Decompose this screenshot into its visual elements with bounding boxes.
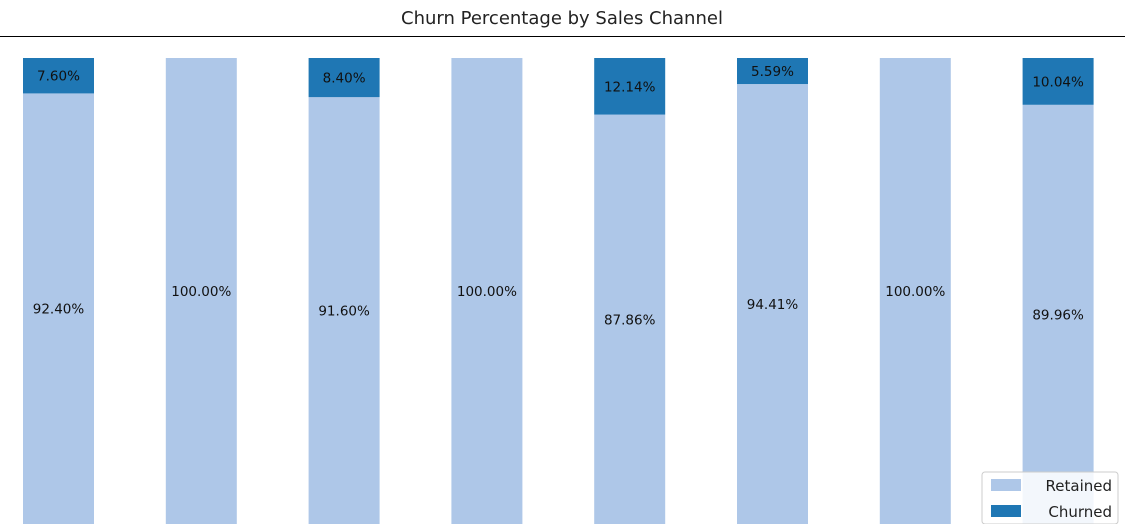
bar-label-retained-6: 100.00% <box>885 284 945 300</box>
bar-retained-6 <box>879 58 951 524</box>
bar-churned-4 <box>594 58 666 115</box>
bar-label-retained-0: 92.40% <box>33 302 85 318</box>
bar-label-churned-5: 5.59% <box>751 64 794 80</box>
bar-label-retained-4: 87.86% <box>604 312 656 328</box>
legend-swatch-churned <box>991 505 1021 517</box>
bar-retained-7 <box>1022 104 1094 524</box>
legend-swatch-retained <box>991 479 1021 491</box>
legend: Retained Churned <box>981 471 1119 524</box>
bar-churned-0 <box>23 58 94 94</box>
bar-label-retained-1: 100.00% <box>171 284 231 300</box>
bar-label-retained-3: 100.00% <box>457 284 517 300</box>
bar-retained-2 <box>308 97 380 524</box>
bar-label-churned-2: 8.40% <box>323 71 366 87</box>
bar-label-retained-2: 91.60% <box>318 304 370 320</box>
bar-label-retained-5: 94.41% <box>747 297 799 313</box>
legend-label-churned: Churned <box>1048 503 1112 521</box>
bar-label-churned-0: 7.60% <box>37 69 80 85</box>
bar-label-churned-7: 10.04% <box>1032 74 1084 90</box>
bar-churned-7 <box>1022 58 1094 105</box>
bar-labels-group: 92.40% 7.60% 100.00% 91.60% 8.40% 100.00% 87.8… <box>33 64 1084 328</box>
bar-retained-4 <box>594 114 666 524</box>
bars-group <box>23 58 1094 524</box>
bar-churned-2 <box>308 58 380 98</box>
bar-label-retained-7: 89.96% <box>1032 307 1084 323</box>
bar-retained-5 <box>737 84 808 524</box>
bar-churned-5 <box>737 58 808 85</box>
bar-retained-3 <box>451 58 523 524</box>
legend-label-retained: Retained <box>1046 477 1112 495</box>
chart-title: Churn Percentage by Sales Channel <box>401 8 723 29</box>
bar-retained-0 <box>23 93 94 524</box>
bar-retained-1 <box>165 58 237 524</box>
bar-label-churned-4: 12.14% <box>604 79 656 95</box>
